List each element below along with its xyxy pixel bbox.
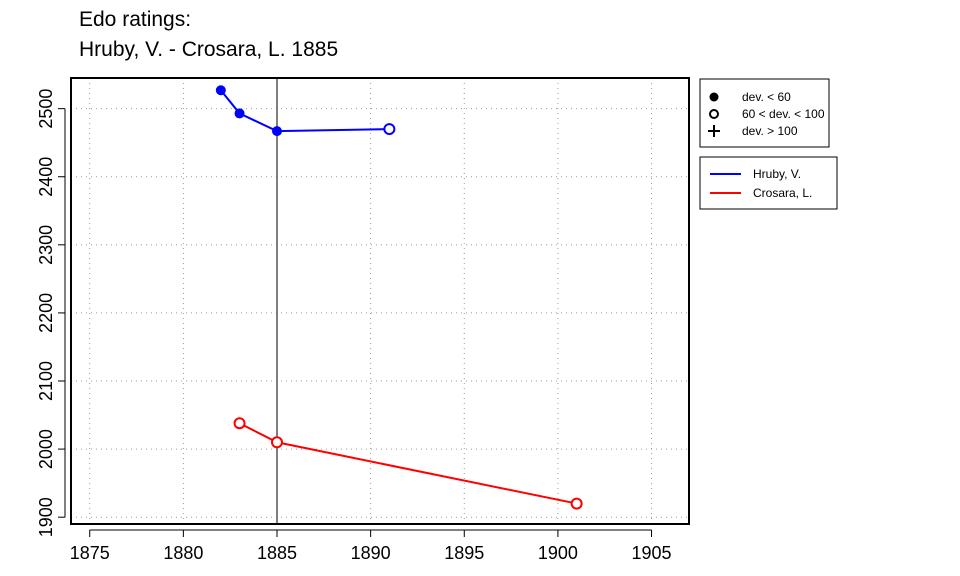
data-point — [271, 436, 283, 449]
marker-legend-box — [699, 78, 830, 148]
data-point — [215, 85, 226, 96]
series-legend-box — [699, 156, 838, 210]
x-tick-label: 1875 — [70, 543, 110, 563]
x-tick-label: 1880 — [163, 543, 203, 563]
series-line — [239, 422, 577, 505]
x-tick-label: 1885 — [257, 543, 297, 563]
x-tick-label: 1890 — [351, 543, 391, 563]
grid — [71, 78, 689, 524]
chart-title-line2: Hruby, V. - Crosara, L. 1885 — [79, 38, 339, 61]
series-layer — [215, 85, 583, 510]
marker-legend-label: dev. > 100 — [742, 124, 798, 138]
plus-icon — [708, 125, 720, 137]
y-tick-label: 2300 — [36, 225, 56, 265]
series-crosara-l — [233, 417, 583, 510]
x-tick-label: 1905 — [632, 543, 672, 563]
series-legend-label: Crosara, L. — [753, 186, 812, 200]
filled-circle-icon — [709, 92, 719, 102]
y-tick-label: 2400 — [36, 157, 56, 197]
axes: 1875 1880 1885 1890 1895 1900 1905 1900 2000 2100… — [36, 89, 672, 563]
x-tick-label: 1900 — [538, 543, 578, 563]
series-line — [220, 89, 390, 133]
data-point — [383, 123, 396, 136]
x-tick-label: 1895 — [444, 543, 484, 563]
data-point — [272, 126, 282, 137]
data-point — [234, 108, 245, 119]
y-tick-label: 2200 — [36, 293, 56, 333]
legend-area: dev. < 60 60 < dev. < 100 dev. > 100 Hruby,… — [699, 78, 838, 210]
marker-legend-label: dev. < 60 — [742, 90, 791, 104]
y-tick-label: 1900 — [36, 497, 56, 537]
series-hruby-v — [215, 85, 396, 137]
series-legend-label: Hruby, V. — [753, 167, 801, 181]
plot-frame — [70, 77, 690, 525]
chart-title-line1: Edo ratings: — [79, 8, 192, 31]
y-tick-label: 2000 — [36, 429, 56, 469]
open-circle-icon — [709, 109, 719, 119]
marker-legend-label: 60 < dev. < 100 — [742, 107, 825, 121]
data-point — [570, 497, 583, 510]
data-point — [233, 417, 246, 430]
y-tick-label: 2500 — [36, 89, 56, 129]
y-tick-label: 2100 — [36, 361, 56, 401]
